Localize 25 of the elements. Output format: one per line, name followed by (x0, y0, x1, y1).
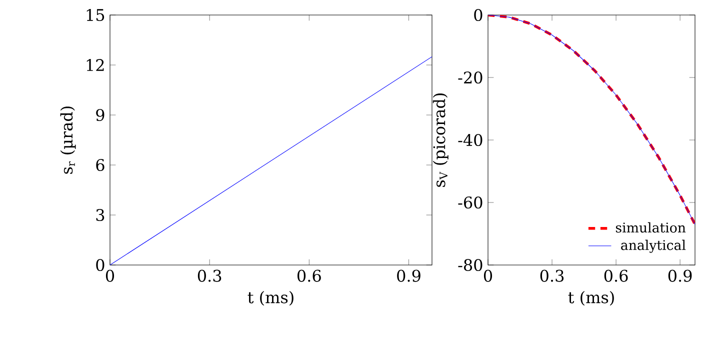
x-tick-label: 0 (484, 270, 492, 282)
y-tick-label: 3 (96, 208, 104, 222)
y-tick-label: -80 (458, 258, 482, 272)
y-tick-label: 6 (96, 158, 104, 172)
y-tick-label: -20 (458, 71, 482, 84)
x-axis-title: t (ms) (568, 290, 614, 306)
x-tick-label: 0.6 (604, 270, 628, 282)
y-tick-label: 0 (474, 8, 482, 22)
legend-label: analytical (621, 240, 686, 253)
legend-label: simulation (616, 222, 686, 233)
y-tick-label: 0 (96, 258, 104, 272)
x-axis-title: t (ms) (248, 290, 294, 306)
x-tick-label: 0.3 (540, 270, 564, 282)
x-tick-label: 0.3 (198, 270, 222, 282)
y-tick-label: 15 (86, 8, 104, 22)
x-tick-label: 0.9 (668, 270, 692, 282)
y-tick-label: 12 (86, 59, 104, 71)
x-tick-label: 0 (106, 270, 114, 282)
x-tick-label: 0.6 (297, 270, 321, 282)
y-tick-label: -60 (458, 196, 482, 209)
y-tick-label: 9 (96, 108, 104, 122)
y-tick-label: -40 (458, 134, 482, 146)
y-axis-title: s$_{V}$ (picorad) (432, 94, 448, 187)
x-tick-label: 0.9 (397, 270, 420, 282)
y-axis-title: s$_{r}$ (µrad) (60, 106, 76, 174)
